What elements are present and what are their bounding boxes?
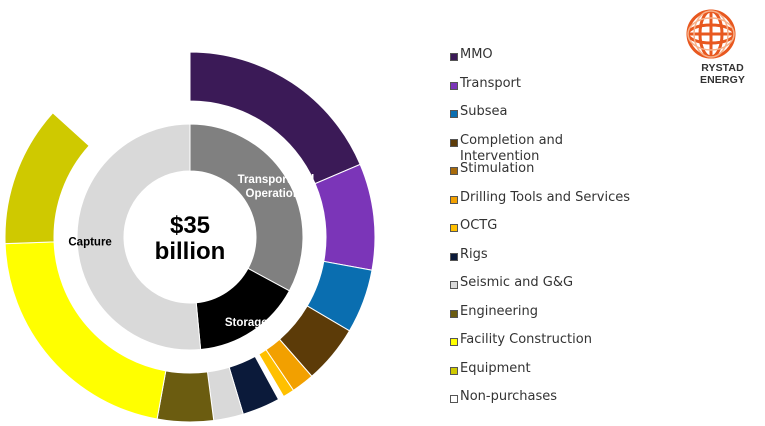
legend-item-engineering: Engineering <box>447 304 647 333</box>
logo-text: RYSTAD ENERGY <box>700 62 745 86</box>
legend-swatch <box>450 138 458 147</box>
inner-label-storage: Storage <box>225 317 268 329</box>
outer-slice-engineering <box>156 370 215 423</box>
legend-item-facility-construction: Facility Construction <box>447 332 647 361</box>
center-label-line-2: billion <box>155 238 226 265</box>
legend-swatch <box>450 281 458 289</box>
legend-item-completion-and-intervention: Completion and Intervention <box>447 132 647 164</box>
legend-label: Transport <box>460 75 522 91</box>
legend-swatch <box>450 309 458 318</box>
inner-ring-labels: Transport and Operations Storage Capture <box>68 174 314 329</box>
legend-item-mmo: MMO <box>447 47 647 76</box>
legend-label: Seismic and G&G <box>460 275 574 290</box>
inner-slice-transport-and-operations <box>189 123 304 292</box>
outer-ring <box>4 51 376 423</box>
legend-label: Completion and Intervention <box>460 132 564 164</box>
legend-item-equipment: Equipment <box>447 361 647 390</box>
legend-swatch <box>450 338 458 346</box>
sunburst-chart: $35 billion Transport and Operations Stora… <box>4 51 376 423</box>
legend-swatch <box>450 195 458 204</box>
legend-label: Drilling Tools and Services <box>460 189 630 205</box>
legend-swatch <box>450 224 458 232</box>
legend-swatch <box>450 395 458 403</box>
inner-label-transport-and-operations: Transport and Operations <box>238 174 315 200</box>
legend-label: OCTG <box>460 218 498 233</box>
legend-item-transport: Transport <box>447 76 647 105</box>
center-label-line-1: $35 <box>170 212 210 239</box>
inner-label-capture: Capture <box>68 237 111 249</box>
legend-label: Stimulation <box>460 161 535 176</box>
rystad-globe-logo <box>686 9 736 59</box>
legend-item-stimulation: Stimulation <box>447 161 647 190</box>
legend-label: Subsea <box>460 104 508 119</box>
legend-item-drilling-tools-and-services: Drilling Tools and Services <box>447 190 647 219</box>
legend: MMO Transport Subsea Completion and Interve… <box>447 47 647 418</box>
legend-label: Non-purchases <box>460 389 558 404</box>
outer-slice-transport <box>314 163 376 271</box>
legend-swatch <box>450 110 458 118</box>
legend-swatch <box>450 252 458 261</box>
legend-swatch <box>450 167 458 175</box>
legend-swatch <box>450 53 458 61</box>
inner-ring <box>76 123 304 351</box>
legend-label: Equipment <box>460 360 531 376</box>
outer-slice-non-purchases <box>52 51 191 147</box>
center-hole <box>124 171 256 303</box>
legend-label: Facility Construction <box>460 332 592 347</box>
legend-item-seismic-and-gandg: Seismic and G&G <box>447 275 647 304</box>
legend-item-non-purchases: Non-purchases <box>447 389 647 418</box>
legend-item-octg: OCTG <box>447 218 647 247</box>
legend-label: Rigs <box>460 246 488 262</box>
legend-label: MMO <box>460 47 493 62</box>
legend-swatch <box>450 366 458 375</box>
legend-swatch <box>450 81 458 90</box>
legend-item-subsea: Subsea <box>447 104 647 133</box>
legend-label: Engineering <box>460 303 538 319</box>
legend-item-rigs: Rigs <box>447 247 647 276</box>
